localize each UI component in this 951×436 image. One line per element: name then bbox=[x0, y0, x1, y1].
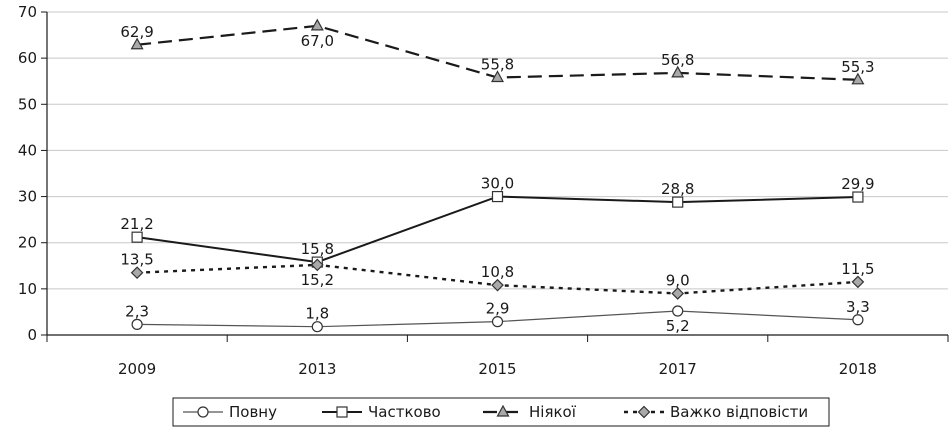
data-point bbox=[852, 314, 864, 326]
legend-label: Повну bbox=[229, 403, 277, 421]
data-label: 11,5 bbox=[841, 260, 874, 278]
data-label: 13,5 bbox=[120, 251, 153, 269]
data-point bbox=[851, 275, 865, 289]
data-label: 29,9 bbox=[841, 175, 874, 193]
data-label: 5,2 bbox=[666, 317, 690, 335]
data-label: 3,3 bbox=[846, 298, 870, 316]
x-tick-label: 2017 bbox=[659, 360, 697, 378]
data-label: 62,9 bbox=[120, 23, 153, 41]
series-line-2 bbox=[136, 195, 858, 264]
data-label: 1,8 bbox=[305, 305, 329, 323]
y-tick-label: 50 bbox=[18, 95, 37, 113]
y-tick-label: 0 bbox=[27, 326, 37, 344]
data-label: 67,0 bbox=[301, 32, 334, 50]
data-label: 55,8 bbox=[481, 56, 514, 74]
data-label: 15,2 bbox=[301, 271, 334, 289]
data-label: 30,0 bbox=[481, 175, 514, 193]
data-point bbox=[671, 287, 685, 300]
y-tick-label: 20 bbox=[18, 234, 37, 252]
data-point bbox=[131, 318, 143, 330]
legend-label: Частково bbox=[368, 403, 441, 421]
x-tick-label: 2013 bbox=[298, 360, 336, 378]
y-tick-label: 40 bbox=[18, 141, 37, 159]
data-point bbox=[310, 258, 324, 272]
legend-label: Ніякої bbox=[529, 403, 577, 421]
data-point bbox=[130, 37, 144, 50]
x-tick-label: 2015 bbox=[478, 360, 516, 378]
data-label: 56,8 bbox=[661, 51, 694, 69]
legend-marker bbox=[336, 406, 348, 418]
legend-label: Важко відповісти bbox=[670, 403, 808, 421]
y-tick-label: 70 bbox=[18, 3, 37, 21]
data-label: 55,3 bbox=[841, 58, 874, 76]
data-point bbox=[672, 305, 684, 317]
data-point bbox=[131, 231, 143, 243]
legend-marker bbox=[496, 404, 510, 417]
data-point bbox=[851, 72, 865, 85]
data-label: 28,8 bbox=[661, 180, 694, 198]
data-point bbox=[852, 191, 864, 203]
data-point bbox=[671, 65, 685, 78]
data-label: 10,8 bbox=[481, 263, 514, 281]
data-label: 9,0 bbox=[666, 271, 690, 289]
data-label: 2,9 bbox=[486, 300, 510, 318]
x-tick-label: 2018 bbox=[839, 360, 877, 378]
data-label: 15,8 bbox=[301, 240, 334, 258]
data-point bbox=[672, 196, 684, 208]
data-point bbox=[490, 70, 505, 83]
y-tick-label: 30 bbox=[18, 188, 37, 206]
data-point bbox=[491, 316, 504, 328]
data-label: 2,3 bbox=[125, 302, 149, 320]
data-point bbox=[130, 266, 144, 280]
legend-marker bbox=[197, 406, 209, 418]
x-tick-label: 2009 bbox=[118, 360, 156, 378]
legend-marker bbox=[637, 405, 651, 419]
y-tick-label: 10 bbox=[18, 280, 37, 298]
data-point bbox=[491, 278, 504, 292]
data-point bbox=[491, 190, 504, 203]
data-label: 21,2 bbox=[120, 215, 153, 233]
data-point bbox=[310, 18, 324, 31]
y-tick-label: 60 bbox=[18, 49, 37, 67]
data-point bbox=[311, 321, 323, 333]
